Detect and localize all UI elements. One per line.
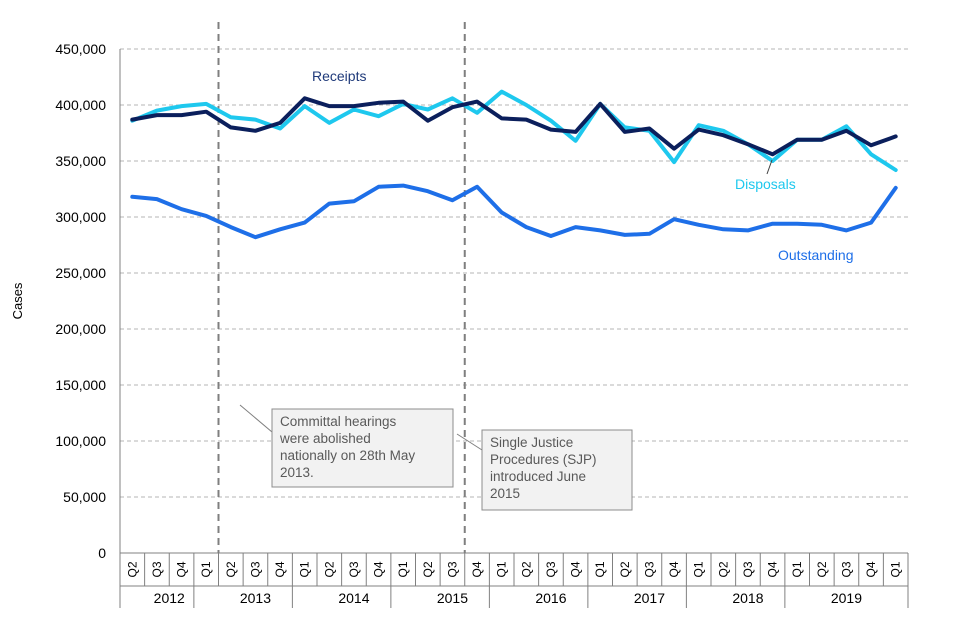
year-label: 2017	[634, 590, 665, 606]
x-tick-label: Q4	[667, 561, 681, 577]
year-label: 2018	[732, 590, 763, 606]
x-tick-label: Q3	[741, 561, 755, 577]
y-tick-label: 200,000	[55, 321, 106, 337]
series-label: Outstanding	[778, 247, 854, 263]
series-lines	[130, 89, 898, 240]
annotation-text: introduced June	[490, 469, 586, 484]
x-tick-label: Q1	[199, 561, 213, 577]
x-tick-label: Q2	[815, 561, 829, 577]
x-tick-label: Q3	[347, 561, 361, 577]
y-tick-label: 450,000	[55, 41, 106, 57]
x-tick-label: Q2	[519, 561, 533, 577]
x-tick-label: Q1	[298, 561, 312, 577]
x-tick-label: Q4	[175, 561, 189, 577]
year-label: 2015	[437, 590, 468, 606]
x-tick-label: Q4	[470, 561, 484, 577]
x-axis: Q2 Q3 Q4 Q1 Q2 Q3 Q4 Q1 Q2 Q3 Q4 Q1 Q2 Q3 Q4 Q1 Q2 Q3 Q4 Q1…	[119, 552, 909, 608]
y-tick-label: 350,000	[55, 153, 106, 169]
annotation-text: Single Justice	[490, 435, 573, 450]
series-line-outstanding	[130, 183, 898, 240]
annotations: Committal hearings were abolished national…	[239, 404, 633, 511]
x-tick-label: Q2	[125, 561, 139, 577]
y-axis-title: Cases	[10, 282, 25, 319]
annotation-text: 2015	[490, 486, 520, 501]
x-tick-label: Q4	[569, 561, 583, 577]
x-tick-label: Q1	[889, 561, 903, 577]
y-tick-label: 250,000	[55, 265, 106, 281]
year-label: 2016	[535, 590, 566, 606]
y-tick-label: 400,000	[55, 97, 106, 113]
annotation-box	[271, 408, 454, 488]
x-tick-label: Q4	[273, 561, 287, 577]
annotation-text: were abolished	[279, 431, 371, 446]
x-tick-label: Q2	[421, 561, 435, 577]
annotation-text: nationally on 28th May	[280, 448, 415, 463]
x-tick-label: Q1	[396, 561, 410, 577]
x-tick-label: Q1	[495, 561, 509, 577]
y-tick-label: 0	[98, 545, 106, 561]
x-tick-label: Q2	[716, 561, 730, 577]
annotation-box	[481, 429, 633, 511]
x-tick-label: Q3	[642, 561, 656, 577]
x-tick-label: Q2	[618, 561, 632, 577]
annotation-text: Procedures (SJP)	[490, 452, 597, 467]
annotation-leader	[239, 404, 273, 433]
annotation-leader	[456, 433, 483, 451]
series-labels: Receipts Disposals Outstanding	[312, 68, 854, 263]
x-tick-label: Q2	[224, 561, 238, 577]
x-tick-label: Q3	[544, 561, 558, 577]
x-tick-label: Q3	[150, 561, 164, 577]
x-tick-label: Q4	[766, 561, 780, 577]
series-label: Disposals	[735, 176, 796, 192]
y-tick-label: 50,000	[63, 489, 106, 505]
y-tick-label: 150,000	[55, 377, 106, 393]
year-label: 2019	[831, 590, 862, 606]
x-tick-label: Q1	[790, 561, 804, 577]
annotation-text: 2013.	[280, 465, 314, 480]
series-line-receipts	[130, 96, 898, 157]
year-label: 2013	[240, 590, 271, 606]
annotation-text: Committal hearings	[280, 414, 397, 429]
y-tick-label: 300,000	[55, 209, 106, 225]
series-line-disposals	[130, 89, 898, 172]
y-axis: 0 50,000 100,000 150,000 200,000 250,000 300,0…	[55, 41, 121, 561]
label-leader	[766, 159, 773, 175]
y-tick-label: 100,000	[55, 433, 106, 449]
series-label: Receipts	[312, 68, 366, 84]
year-label: 2012	[154, 590, 185, 606]
x-tick-label: Q3	[839, 561, 853, 577]
x-tick-label: Q1	[593, 561, 607, 577]
x-tick-label: Q4	[372, 561, 386, 577]
x-tick-label: Q2	[322, 561, 336, 577]
x-tick-label: Q4	[864, 561, 878, 577]
x-tick-label: Q3	[248, 561, 262, 577]
x-tick-label: Q1	[692, 561, 706, 577]
x-tick-label: Q3	[445, 561, 459, 577]
year-label: 2014	[338, 590, 369, 606]
